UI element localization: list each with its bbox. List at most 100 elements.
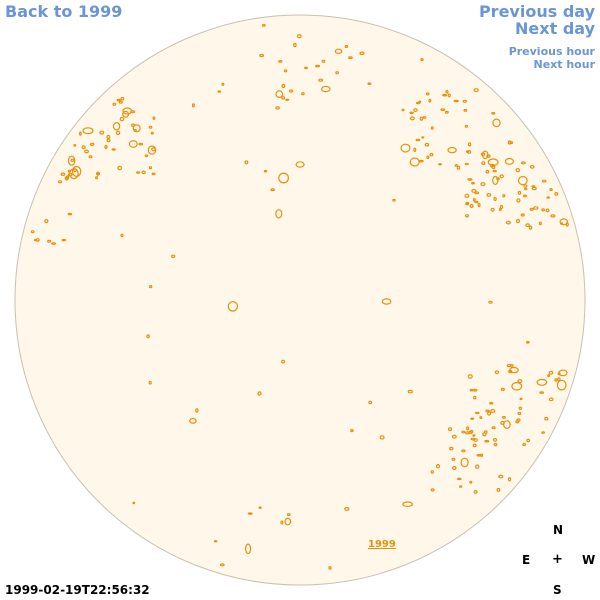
contour-blob [467,142,472,147]
contour-blob [474,191,480,195]
contour-blob [381,298,392,305]
contour-blob [488,300,493,304]
compass-north: N [553,523,564,537]
contour-blob [409,116,415,121]
contour-blob [489,401,494,405]
contour-blob [115,130,121,136]
next-day-link[interactable]: Next day [515,19,595,38]
contour-blob [70,158,75,162]
contour-blob [451,457,456,461]
contour-blob [151,147,156,152]
contour-blob [320,85,331,93]
back-to-year-link[interactable]: Back to 1999 [5,2,123,21]
contour-blob [285,98,290,102]
contour-blob [531,185,536,188]
contour-blob [517,379,523,384]
contour-blob [464,193,470,198]
contour-blob [451,466,457,471]
contour-blob [132,124,141,133]
contour-blob [104,144,108,150]
contour-blob [493,443,498,447]
previous-day-link[interactable]: Previous day [478,2,595,21]
contour-blob [120,96,125,101]
contour-layer [30,23,569,570]
contour-blob [515,218,521,224]
contour-blob [503,420,511,430]
contour-blob [280,520,284,525]
contour-blob [261,23,266,27]
compass-west: W [582,553,596,567]
contour-blob [517,175,528,186]
contour-blob [522,194,527,198]
contour-blob [61,238,67,242]
contour-blob [275,90,284,98]
contour-blob [141,170,146,175]
contour-blob [492,118,501,128]
timestamp-label: 1999-02-19T22:56:32 [5,583,150,597]
contour-blob [425,92,430,96]
contour-blob [473,490,478,494]
contour-blob [367,82,372,85]
contour-blob [544,416,549,421]
contour-blob [111,148,116,151]
contour-blob [263,169,268,173]
contour-blob [138,142,144,146]
contour-blob [447,93,451,98]
contour-blob [195,408,199,413]
contour-blob [247,512,253,515]
contour-blob [499,207,502,212]
contour-blob [415,138,421,142]
contour-blob [429,152,434,157]
contour-blob [536,378,548,386]
contour-blob [270,188,276,192]
contour-blob [81,145,86,150]
contour-blob [281,96,286,100]
contour-blob [510,364,514,368]
contour-blob [482,432,487,437]
contour-blob [475,464,480,469]
contour-blob [559,218,569,226]
contour-blob [368,400,373,405]
year-link[interactable]: 1999 [368,539,396,550]
contour-blob [465,214,470,218]
contour-blob [453,99,459,103]
contour-blob [490,408,496,414]
next-hour-link[interactable]: Next hour [533,58,596,71]
previous-hour-link[interactable]: Previous hour [508,45,595,58]
contour-blob [430,470,434,474]
contour-blob [493,197,497,202]
contour-blob [60,172,66,176]
contour-blob [295,161,305,168]
contour-blob [95,176,99,180]
contour-blob [219,563,225,567]
compass-center-icon: + [552,552,563,567]
contour-blob [88,155,93,159]
contour-blob [146,334,150,339]
contour-blob [519,397,523,401]
contour-blob [95,171,100,176]
contour-blob [120,233,124,238]
contour-blob [413,108,418,113]
contour-blob [112,102,117,106]
contour-blob [112,122,121,131]
contour-blob [409,157,420,167]
contour-blob [444,110,449,114]
contour-blob [525,223,530,228]
contour-blob [533,206,539,210]
contour-blob [150,131,154,135]
contour-blob [480,152,486,156]
contour-blob [499,174,504,179]
contour-blob [541,431,545,434]
contour-blob [546,196,551,199]
contour-blob [73,168,77,173]
contour-blob [456,165,461,170]
contour-blob [438,163,442,166]
contour-blob [528,225,533,230]
contour-blob [473,438,478,442]
contour-blob [281,359,286,364]
contour-blob [400,143,411,153]
contour-blob [82,127,94,135]
contour-blob [470,417,475,420]
contour-blob [554,191,559,196]
contour-blob [257,391,262,396]
